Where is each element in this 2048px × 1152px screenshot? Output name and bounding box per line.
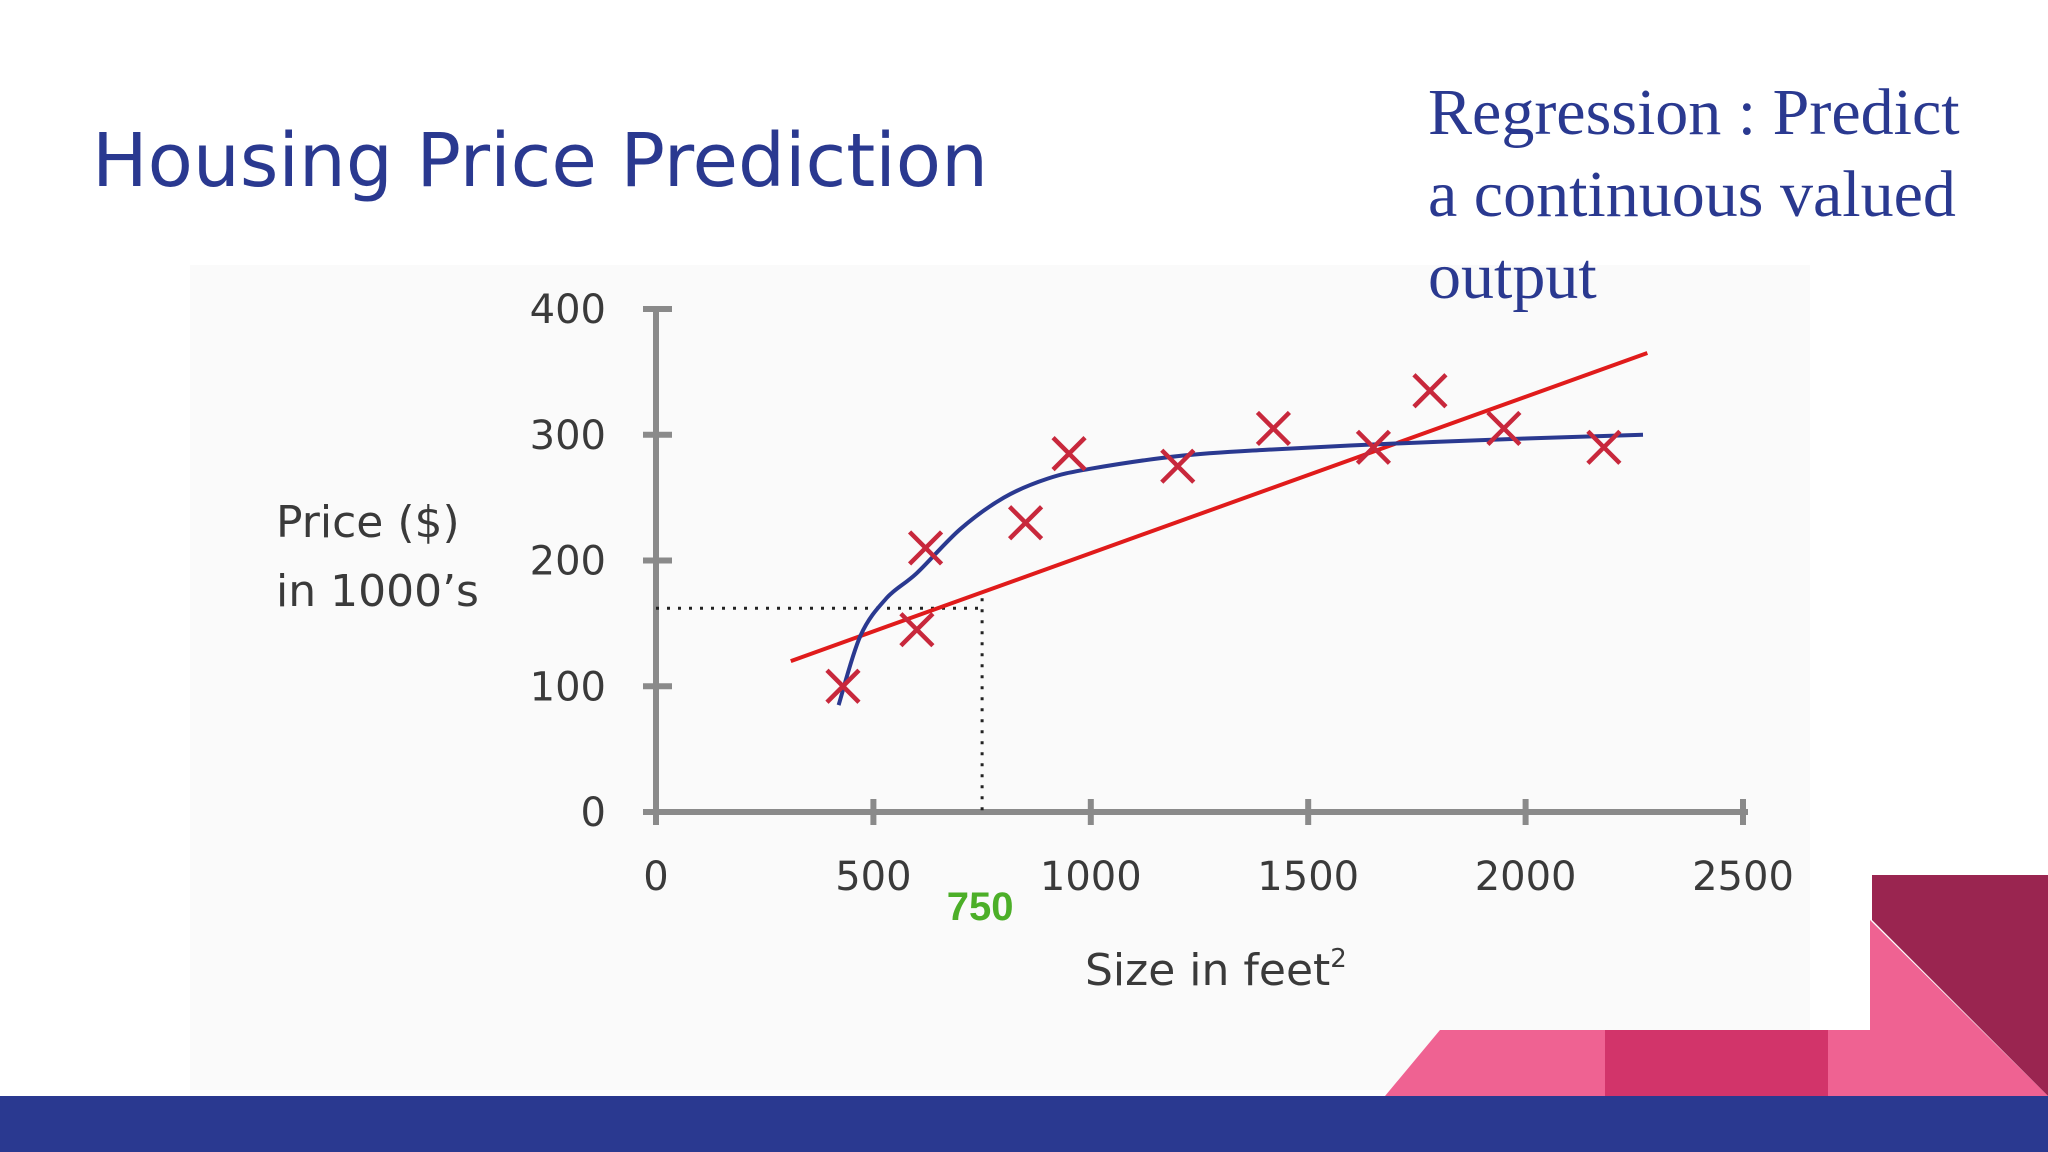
data-point-6 [1160, 448, 1196, 484]
plot-background [190, 265, 1810, 1090]
data-point-9 [1412, 373, 1448, 409]
x-tick-label-2000: 2000 [1475, 854, 1577, 900]
x-axis-label-superscript: 2 [1330, 944, 1347, 974]
data-point-8 [1355, 429, 1392, 465]
footer-bar [0, 1096, 2048, 1152]
regression-note: Regression : Predict a continuous valued… [1428, 72, 2028, 318]
data-point-5 [1051, 436, 1087, 472]
note-line-1: Regression : Predict [1428, 76, 1960, 149]
data-point-7 [1255, 410, 1292, 447]
linear-fit-line [790, 351, 1649, 663]
curve-fit-line [836, 432, 1644, 706]
x-tick-label-2500: 2500 [1692, 854, 1794, 900]
y-tick-label-0: 0 [581, 790, 606, 836]
x-tick-label-0: 0 [643, 854, 668, 900]
y-tick-label-100: 100 [530, 664, 606, 710]
slide-title: Housing Price Prediction [92, 118, 988, 204]
y-axis-label-line-2: in 1000’s [276, 566, 479, 617]
x-axis-label-text: Size in feet [1085, 945, 1330, 996]
data-point-4 [1007, 505, 1044, 541]
decoration-pink-block [1385, 1030, 1605, 1096]
x-tick-label-1000: 1000 [1040, 854, 1142, 900]
data-point-2 [899, 612, 935, 648]
y-tick-label-400: 400 [530, 287, 606, 333]
x-axis-label: Size in feet2 [1085, 944, 1347, 996]
y-axis-label-line-1: Price ($) [276, 497, 460, 548]
decoration-pink-wedge [1828, 920, 2048, 1096]
data-point-10 [1486, 410, 1522, 447]
note-line-2: a continuous valued [1428, 158, 1956, 231]
x-tick-label-1500: 1500 [1257, 854, 1359, 900]
data-point-3 [907, 530, 944, 566]
decoration-maroon-block [1872, 875, 2048, 1096]
y-tick-label-200: 200 [530, 539, 606, 585]
data-point-1 [825, 668, 861, 704]
decoration-rose-block [1605, 1030, 1828, 1096]
prediction-value-label: 750 [947, 885, 1014, 929]
y-tick-label-300: 300 [530, 413, 606, 459]
data-point-11 [1586, 429, 1622, 465]
x-tick-label-500: 500 [835, 854, 911, 900]
note-line-3: output [1428, 240, 1597, 313]
